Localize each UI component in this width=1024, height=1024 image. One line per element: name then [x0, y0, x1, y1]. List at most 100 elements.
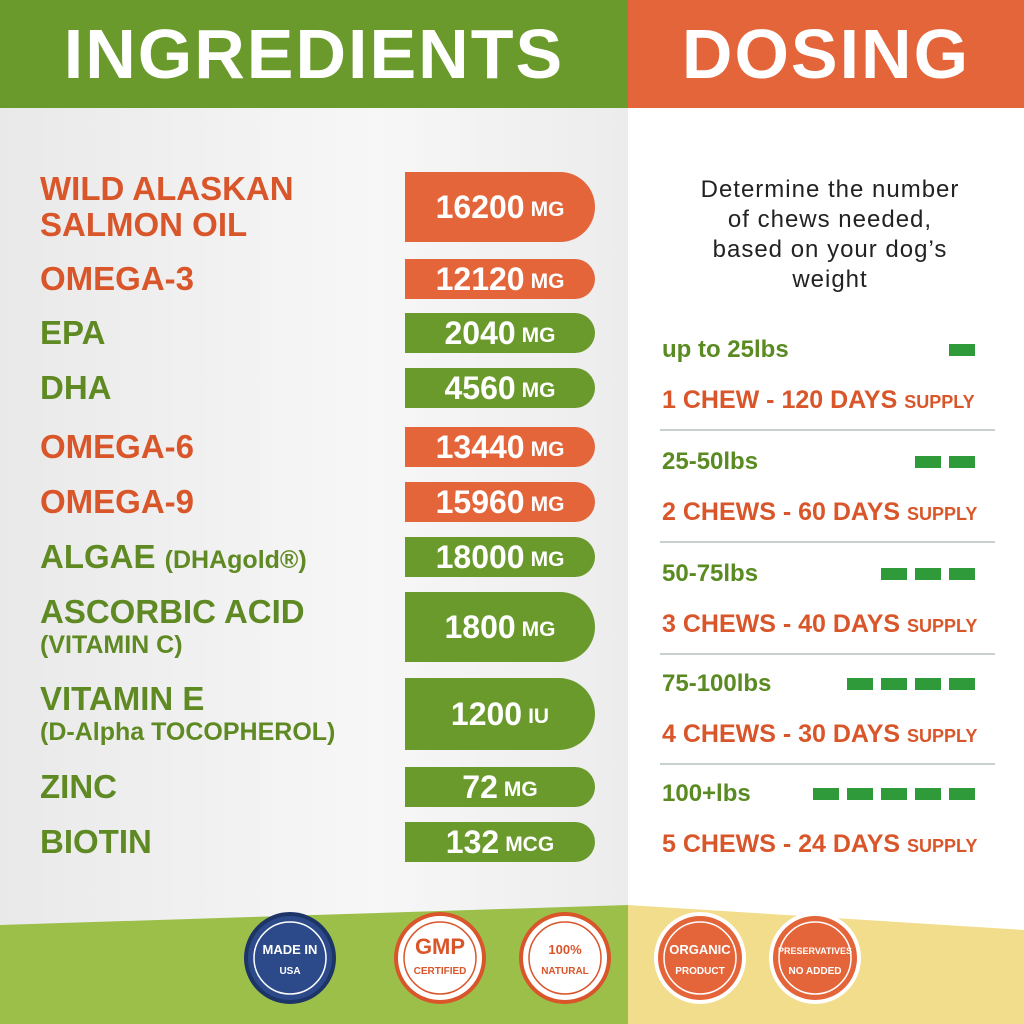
dosing-intro: Determine the number of chews needed, ba…	[700, 176, 960, 293]
name-line: DHA	[40, 370, 380, 406]
dose: 1 CHEW - 120 DAYS SUPPLY	[662, 386, 975, 415]
weight-range: 50-75lbs	[662, 560, 759, 587]
unit: MG	[530, 493, 565, 516]
weight-range: 25-50lbs	[662, 448, 759, 475]
chew-bar	[847, 678, 873, 690]
amount: 13440	[435, 428, 525, 465]
chew-bar	[915, 456, 941, 468]
badge-ring	[528, 921, 602, 995]
amount-pill: 12120 MG	[405, 259, 595, 299]
badge-bottom: USA	[279, 966, 300, 977]
amount-pill: 1800 MG	[405, 592, 595, 662]
amount: 2040	[444, 314, 516, 351]
amount-pill: 1200 IU	[405, 678, 595, 750]
chew-bar	[881, 678, 907, 690]
name-text: VITAMIN E	[40, 680, 205, 717]
chew-bar	[915, 568, 941, 580]
ingredient-name: WILD ALASKAN SALMON OIL	[40, 167, 380, 247]
ingredient-name: OMEGA-6	[40, 422, 380, 472]
chew-bar	[881, 788, 907, 800]
ingredient-name: OMEGA-3	[40, 254, 380, 304]
name-text: WILD ALASKAN SALMON OIL	[40, 170, 294, 243]
chew-bar	[949, 788, 975, 800]
ingredient-name: EPA	[40, 308, 380, 358]
name-line: ZINC	[40, 769, 380, 805]
badge-ring	[663, 921, 737, 995]
name-line: VITAMIN E	[40, 681, 380, 717]
unit: MG	[530, 548, 565, 571]
dose: 4 CHEWS - 30 DAYS SUPPLY	[662, 720, 977, 749]
amount: 72	[462, 768, 498, 805]
name-text: ZINC	[40, 768, 117, 805]
dose-text: 2 CHEWS - 60 DAYS	[662, 498, 901, 526]
amount: 15960	[435, 483, 525, 520]
amount-pill: 2040 MG	[405, 313, 595, 353]
name-text: ASCORBIC ACID	[40, 593, 305, 630]
dose-text: 1 CHEW - 120 DAYS	[662, 386, 898, 414]
badge-bottom: NATURAL	[541, 966, 589, 977]
unit: MG	[503, 778, 538, 801]
name-text: ALGAE	[40, 538, 156, 575]
dose-text: 3 CHEWS - 40 DAYS	[662, 610, 901, 638]
badge	[394, 912, 486, 1004]
separator	[660, 541, 995, 543]
weight-range: up to 25lbs	[662, 336, 789, 363]
supply: SUPPLY	[907, 836, 978, 856]
dosing-panel	[628, 0, 1024, 1024]
badge	[244, 912, 336, 1004]
amount: 12120	[435, 260, 525, 297]
badge	[519, 912, 611, 1004]
name-line: OMEGA-6	[40, 429, 380, 465]
chew-bar	[847, 788, 873, 800]
chew-bar	[949, 678, 975, 690]
ingredient-name: ZINC	[40, 762, 380, 812]
separator	[660, 653, 995, 655]
name-sub: (D-Alpha TOCOPHEROL)	[40, 718, 336, 746]
badge-top: GMP	[415, 934, 465, 959]
chew-bar	[949, 568, 975, 580]
unit: MG	[530, 438, 565, 461]
dose: 5 CHEWS - 24 DAYS SUPPLY	[662, 830, 977, 859]
weight-range: 75-100lbs	[662, 670, 772, 697]
supply: SUPPLY	[907, 504, 978, 524]
amount: 18000	[435, 538, 525, 575]
chew-bar	[915, 788, 941, 800]
unit: MG	[521, 618, 556, 641]
badge-ring	[403, 921, 477, 995]
name-line: BIOTIN	[40, 824, 380, 860]
ingredient-name: BIOTIN	[40, 817, 380, 867]
dose: 3 CHEWS - 40 DAYS SUPPLY	[662, 610, 977, 639]
name-text: DHA	[40, 369, 112, 406]
badge	[769, 912, 861, 1004]
name-line: EPA	[40, 315, 380, 351]
unit: IU	[528, 705, 550, 728]
name-text: OMEGA-9	[40, 483, 195, 520]
chew-bar	[813, 788, 839, 800]
amount-pill: 13440 MG	[405, 427, 595, 467]
supply: SUPPLY	[907, 616, 978, 636]
amount-pill: 15960 MG	[405, 482, 595, 522]
badge-bottom: PRODUCT	[675, 966, 724, 977]
badge-ring	[253, 921, 327, 995]
separator	[660, 429, 995, 431]
name-sub: (VITAMIN C)	[40, 631, 183, 659]
amount-pill: 132 MCG	[405, 822, 595, 862]
unit: MG	[521, 324, 556, 347]
badge	[654, 912, 746, 1004]
name-text: BIOTIN	[40, 823, 152, 860]
badge-bottom: NO ADDED	[789, 966, 842, 977]
unit: MG	[521, 379, 556, 402]
weight-range: 100+lbs	[662, 780, 751, 807]
ingredient-name: DHA	[40, 363, 380, 413]
amount: 4560	[444, 369, 516, 406]
name-text: OMEGA-6	[40, 428, 195, 465]
unit: MCG	[505, 833, 555, 856]
name-line: ASCORBIC ACID	[40, 594, 380, 630]
footer: MADE IN USA GMP CERTIFIED 100% NATURAL ORGANIC…	[0, 905, 1024, 1024]
amount: 1800	[444, 608, 516, 645]
badge-top: MADE IN	[263, 942, 318, 957]
dose-text: 5 CHEWS - 24 DAYS	[662, 830, 901, 858]
chew-bar	[949, 456, 975, 468]
badge-ring	[778, 921, 852, 995]
ingredient-name: ALGAE (DHAgold®)	[40, 532, 380, 582]
